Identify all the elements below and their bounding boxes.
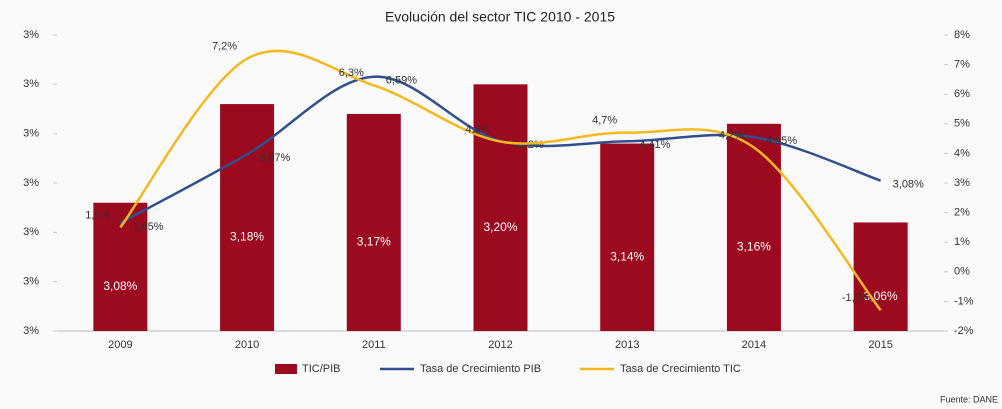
y2-tick-label: 2% <box>954 207 970 219</box>
line <box>119 49 882 312</box>
bar <box>853 222 908 331</box>
x-tick-label: 2012 <box>488 339 512 351</box>
bar <box>473 84 528 331</box>
bar <box>600 143 655 331</box>
y-tick-label: 3% <box>23 78 39 90</box>
source: Fuente: DANE <box>940 394 998 404</box>
point-label: 7,2% <box>212 41 237 53</box>
legend-label: Tasa de Crecimiento PIB <box>420 363 541 375</box>
x-tick-label: 2011 <box>362 339 386 351</box>
y2-tick-label: 8% <box>954 29 970 41</box>
y2-tick-label: 7% <box>954 59 970 71</box>
legend-swatch <box>275 364 297 374</box>
x-tick-label: 2014 <box>742 339 766 351</box>
bar <box>220 104 275 331</box>
bar <box>346 113 401 331</box>
x-tick-label: 2009 <box>108 339 132 351</box>
point-label: 6,3% <box>339 67 364 79</box>
point-label: 1,5% <box>85 209 110 221</box>
y-tick-label: 3% <box>23 128 39 140</box>
y2-tick-label: -1% <box>954 295 974 307</box>
point-label: 4,7% <box>592 115 617 127</box>
y2-tick-label: 3% <box>954 177 970 189</box>
point-label: 4,42% <box>513 139 544 151</box>
bar-label: 3,18% <box>230 230 264 244</box>
point-label: 3,08% <box>893 179 924 191</box>
bar-label: 3,16% <box>737 240 771 254</box>
point-label: 4,41% <box>639 139 670 151</box>
y-tick-label: 3% <box>23 29 39 41</box>
y2-tick-label: 6% <box>954 88 970 100</box>
x-tick-label: 2013 <box>615 339 639 351</box>
y2-tick-label: 5% <box>954 118 970 130</box>
point-label: 1,65% <box>132 221 163 233</box>
y2-tick-label: -2% <box>954 325 974 337</box>
point-label: 3,97% <box>259 152 290 164</box>
point-label: 6,59% <box>386 75 417 87</box>
y2-tick-label: 1% <box>954 236 970 248</box>
bar-label: 3,17% <box>357 235 391 249</box>
y-tick-label: 3% <box>23 226 39 238</box>
bar <box>726 123 781 331</box>
legend-label: TIC/PIB <box>302 363 341 375</box>
chart-title: Evolución del sector TIC 2010 - 2015 <box>385 9 615 25</box>
legend-label: Tasa de Crecimiento TIC <box>620 363 741 375</box>
bar-label: 3,14% <box>610 249 644 263</box>
point-label: -1,3% <box>842 292 871 304</box>
y2-tick-label: 0% <box>954 266 970 278</box>
y2-tick-label: 4% <box>954 147 970 159</box>
bar <box>93 202 148 331</box>
bar-label: 3,20% <box>483 220 517 234</box>
point-label: 4,55% <box>766 135 797 147</box>
point-label: 4,2% <box>719 129 744 141</box>
y-tick-label: 3% <box>23 276 39 288</box>
y-tick-label: 3% <box>23 325 39 337</box>
y-tick-label: 3% <box>23 177 39 189</box>
x-tick-label: 2015 <box>868 339 892 351</box>
x-tick-label: 2010 <box>235 339 259 351</box>
bar-label: 3,08% <box>103 279 137 293</box>
point-label: 4,4% <box>465 123 490 135</box>
